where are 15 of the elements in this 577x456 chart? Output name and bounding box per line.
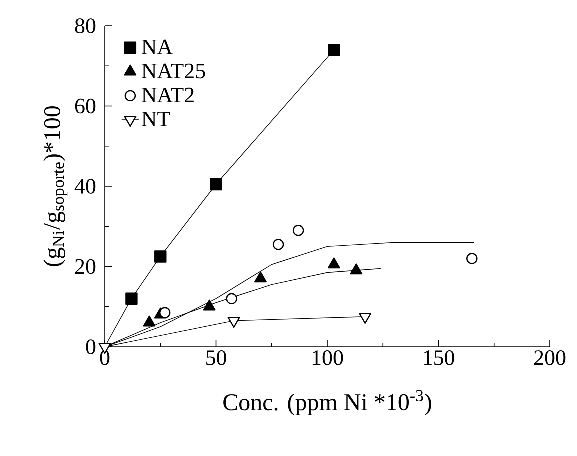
x-axis-title: Conc. (ppm Ni *10$^{-3}$) — [224, 390, 432, 416]
x-tick-label: 200 — [534, 350, 566, 366]
y-tick-label: 40 — [74, 179, 96, 194]
y-tick-label: 60 — [75, 98, 96, 114]
y-tick-label: 80 — [75, 18, 96, 34]
x-tick-label: 50 — [206, 350, 226, 366]
legend-label: NA — [142, 40, 173, 54]
legend-label: NT — [142, 112, 170, 126]
legend-label: NAT2 — [142, 88, 194, 102]
x-tick-label: 100 — [312, 350, 344, 366]
y-tick-label: 0 — [86, 340, 96, 354]
legend-label: NAT25 — [142, 64, 206, 79]
y-tick-label: 20 — [75, 259, 96, 274]
y-axis-title: (g$_{Ni}$/g$_{soporte}$)*100 — [44, 106, 68, 266]
x-tick-label: 150 — [424, 350, 454, 366]
